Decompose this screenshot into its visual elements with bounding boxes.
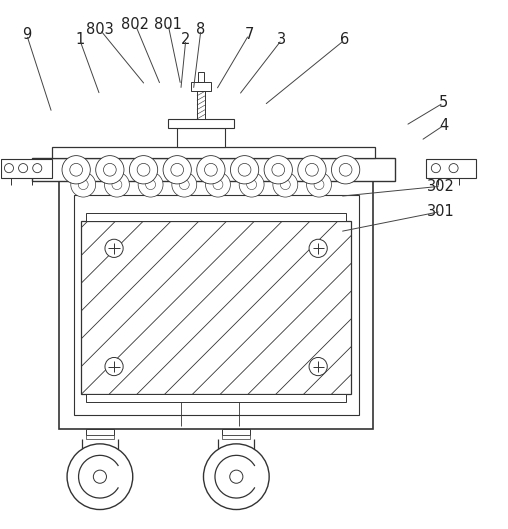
Bar (81, 221, 351, 394)
Text: 9: 9 (22, 27, 31, 42)
Circle shape (105, 239, 123, 258)
Circle shape (179, 180, 189, 189)
Circle shape (331, 156, 360, 184)
Bar (191, 82, 211, 91)
Circle shape (171, 163, 183, 176)
Circle shape (204, 444, 269, 509)
Circle shape (230, 470, 243, 484)
Text: 4: 4 (439, 118, 448, 133)
Circle shape (205, 163, 217, 176)
Bar (86, 435, 114, 439)
Circle shape (264, 156, 293, 184)
Circle shape (309, 358, 327, 376)
Circle shape (70, 163, 82, 176)
Circle shape (62, 156, 90, 184)
Bar (197, 91, 205, 119)
Circle shape (130, 156, 157, 184)
Circle shape (19, 163, 27, 172)
Circle shape (309, 239, 327, 258)
Text: 1: 1 (75, 32, 84, 47)
Bar (86, 213, 346, 221)
Circle shape (112, 180, 122, 189)
Circle shape (449, 163, 458, 172)
Text: 3: 3 (277, 32, 287, 47)
Circle shape (239, 172, 264, 197)
Bar (223, 435, 250, 439)
Circle shape (247, 180, 257, 189)
Circle shape (298, 156, 326, 184)
Circle shape (206, 172, 231, 197)
Text: 6: 6 (340, 32, 350, 47)
Bar (52, 147, 375, 158)
Text: 8: 8 (196, 22, 206, 37)
Bar (198, 72, 204, 82)
Text: 301: 301 (427, 204, 455, 219)
Text: 803: 803 (86, 22, 114, 37)
Circle shape (5, 163, 14, 172)
Circle shape (280, 180, 290, 189)
Circle shape (306, 163, 319, 176)
Circle shape (71, 172, 96, 197)
Circle shape (273, 172, 298, 197)
Circle shape (213, 180, 223, 189)
Circle shape (314, 180, 324, 189)
Circle shape (96, 156, 124, 184)
Bar (59, 181, 373, 428)
Circle shape (105, 358, 123, 376)
Bar (2, 159, 52, 178)
Bar (86, 394, 346, 402)
Circle shape (306, 172, 331, 197)
Bar (177, 128, 225, 147)
Bar (426, 159, 477, 178)
Circle shape (339, 163, 352, 176)
Circle shape (238, 163, 251, 176)
Text: 302: 302 (427, 179, 455, 194)
Bar (74, 195, 359, 415)
Circle shape (137, 163, 150, 176)
Bar (168, 119, 234, 128)
Circle shape (105, 172, 130, 197)
Text: 801: 801 (154, 17, 182, 32)
Circle shape (78, 180, 88, 189)
Circle shape (93, 470, 107, 484)
Text: 802: 802 (121, 17, 149, 32)
Circle shape (33, 163, 42, 172)
Bar (86, 428, 114, 435)
Circle shape (197, 156, 225, 184)
Text: 2: 2 (181, 32, 190, 47)
Circle shape (146, 180, 155, 189)
Circle shape (431, 163, 440, 172)
Text: 7: 7 (244, 27, 253, 42)
Circle shape (272, 163, 284, 176)
Circle shape (67, 444, 133, 509)
Circle shape (231, 156, 259, 184)
Bar (31, 158, 395, 181)
Circle shape (138, 172, 163, 197)
Circle shape (163, 156, 192, 184)
Bar (223, 428, 250, 435)
Circle shape (172, 172, 197, 197)
Text: 5: 5 (439, 95, 448, 111)
Circle shape (104, 163, 116, 176)
